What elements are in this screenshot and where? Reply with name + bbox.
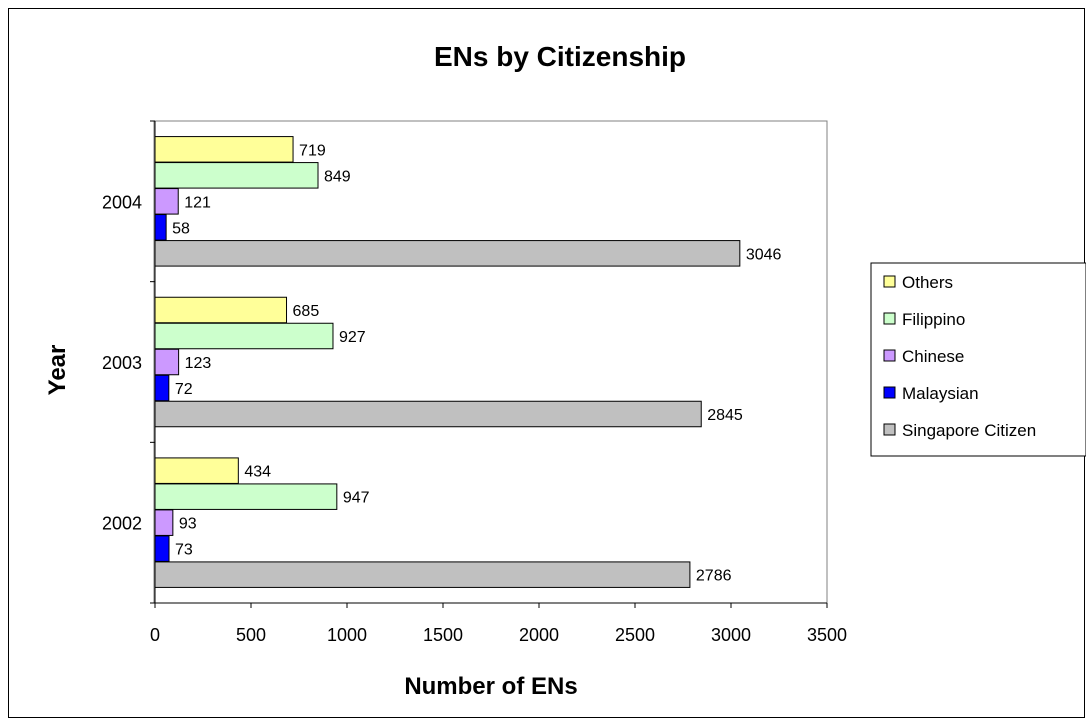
data-label: 2786	[696, 568, 732, 585]
legend-label: Chinese	[902, 347, 964, 366]
x-tick-label: 500	[236, 625, 266, 645]
data-label: 849	[324, 168, 351, 185]
bars-layer: 434 947 93 73 2786 685 927 123 72 2845 719 849 121 58…	[154, 136, 782, 588]
legend-swatch-malaysian	[883, 386, 896, 399]
bar-malaysian-2004	[154, 214, 167, 241]
data-label: 3046	[746, 246, 782, 263]
x-tick-label: 1000	[327, 625, 367, 645]
bar-filippino-2003	[154, 322, 334, 350]
data-label: 73	[175, 542, 193, 559]
data-label: 434	[244, 464, 271, 481]
x-tick-label: 2500	[615, 625, 655, 645]
data-label: 947	[343, 490, 370, 507]
bar-singapore-citizen-2002	[154, 561, 691, 588]
y-tick-label: 2004	[102, 192, 142, 212]
legend-swatch-others	[883, 275, 896, 288]
data-label: 719	[299, 142, 326, 159]
data-label: 93	[179, 516, 197, 533]
chart-title: ENs by Citizenship	[434, 41, 686, 72]
legend: Others Filippino Chinese Malaysian Singapore…	[870, 262, 1086, 457]
legend-swatch-filippino	[883, 312, 896, 325]
bar-chinese-2002	[154, 509, 174, 536]
data-label: 72	[175, 381, 193, 398]
bar-malaysian-2002	[154, 535, 170, 562]
y-tick-label: 2003	[102, 353, 142, 373]
legend-label: Filippino	[902, 310, 965, 329]
x-tick-label: 1500	[423, 625, 463, 645]
bar-filippino-2004	[154, 162, 319, 189]
bar-others-2002	[154, 457, 239, 484]
x-tick-label: 3500	[807, 625, 847, 645]
data-label: 123	[185, 355, 212, 372]
bar-others-2004	[154, 136, 294, 163]
bar-malaysian-2003	[154, 374, 170, 402]
plot-area	[153, 120, 828, 604]
chart-canvas: ENs by Citizenship Number of ENs Year 43…	[44, 41, 1086, 700]
legend-swatch-chinese	[883, 349, 896, 362]
y-tick-label: 2002	[102, 514, 142, 534]
x-tick-label: 2000	[519, 625, 559, 645]
x-tick-label: 0	[150, 625, 160, 645]
bar-filippino-2002	[154, 483, 338, 510]
y-axis-title: Year	[44, 345, 71, 396]
bar-singapore-citizen-2003	[154, 400, 702, 428]
bar-chinese-2003	[154, 348, 180, 376]
data-label: 927	[339, 329, 366, 346]
data-label: 58	[172, 220, 190, 237]
axes-layer: 2002 2003 2004 0 500 1000 1500 2000 2500 3000 3500	[102, 120, 847, 645]
data-label: 121	[184, 194, 211, 211]
legend-label: Malaysian	[902, 384, 979, 403]
x-tick-label: 3000	[711, 625, 751, 645]
legend-label: Singapore Citizen	[902, 421, 1036, 440]
legend-swatch-singapore-citizen	[883, 423, 896, 436]
data-label: 2845	[707, 407, 743, 424]
bar-chinese-2004	[154, 188, 179, 215]
bar-others-2003	[154, 296, 288, 324]
legend-box	[870, 262, 1086, 457]
bar-singapore-citizen-2004	[154, 240, 741, 267]
x-axis-title: Number of ENs	[404, 673, 577, 700]
data-label: 685	[293, 303, 320, 320]
legend-label: Others	[902, 273, 953, 292]
chart-frame: ENs by Citizenship Number of ENs Year 43…	[8, 8, 1086, 718]
